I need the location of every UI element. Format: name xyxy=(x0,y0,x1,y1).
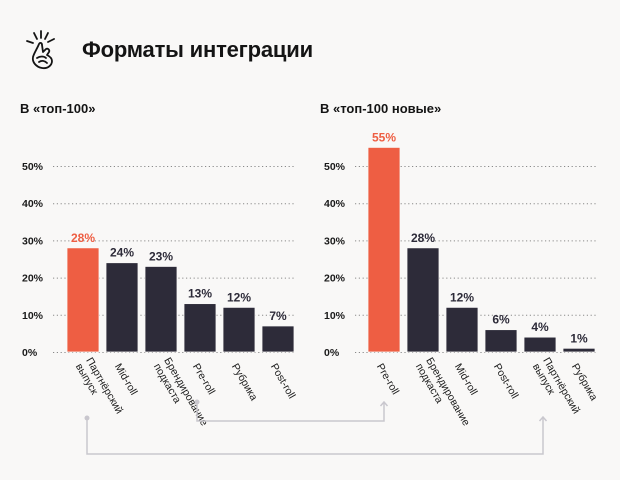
category-label: Рубрика xyxy=(229,362,260,403)
category-label: Pre-roll xyxy=(190,362,217,397)
connector-arrow-icon xyxy=(379,400,389,407)
category-label: Post-roll xyxy=(491,362,521,401)
y-axis-ticks: 0% 10% 20% 30% 40% 50% xyxy=(22,161,44,359)
category-label: Mid-roll xyxy=(452,362,480,398)
y-tick-label: 40% xyxy=(22,198,44,210)
bar xyxy=(523,336,557,353)
data-label: 7% xyxy=(269,309,287,323)
category-label-line: Pre-roll xyxy=(374,362,401,397)
category-label-line: Pre-roll xyxy=(190,362,217,397)
bar xyxy=(367,146,401,353)
bar xyxy=(484,329,518,353)
snapping-fingers-icon xyxy=(26,30,55,70)
value-labels: 28% 24% 23% 13% 12% 7% xyxy=(71,231,287,323)
data-label: 1% xyxy=(570,331,588,345)
bar xyxy=(222,306,256,353)
y-tick-label: 20% xyxy=(22,273,44,285)
category-label: Post-roll xyxy=(268,362,298,401)
category-label-line: Mid-roll xyxy=(452,362,480,398)
data-label: 28% xyxy=(71,231,95,245)
y-tick-label: 30% xyxy=(324,235,346,247)
y-tick-label: 40% xyxy=(324,198,346,210)
bar xyxy=(406,247,440,353)
connector-arrow-icon xyxy=(538,415,548,422)
y-tick-label: 50% xyxy=(22,161,44,173)
bar xyxy=(144,266,178,353)
connectors xyxy=(84,399,548,455)
data-label: 13% xyxy=(188,287,212,301)
y-tick-label: 10% xyxy=(324,310,346,322)
data-label: 23% xyxy=(149,249,173,263)
category-label-line: Post-roll xyxy=(268,362,298,401)
category-label-line: Mid-roll xyxy=(112,362,140,398)
y-tick-label: 50% xyxy=(324,161,346,173)
data-label: 12% xyxy=(227,290,251,304)
data-label: 28% xyxy=(411,231,435,245)
y-axis-ticks: 0% 10% 20% 30% 40% 50% xyxy=(324,161,346,359)
category-label: Pre-roll xyxy=(374,362,401,397)
data-label: 24% xyxy=(110,246,134,260)
bar xyxy=(183,303,217,353)
bar xyxy=(562,347,596,353)
y-tick-label: 0% xyxy=(22,347,38,359)
bar xyxy=(261,325,295,353)
bar xyxy=(66,247,100,353)
header: Форматы интеграции xyxy=(0,0,620,90)
bar xyxy=(445,306,479,353)
y-tick-label: 10% xyxy=(22,310,44,322)
chart-top-100-new: В «топ-100 новые» 0% 10% 20% 30% 40% 50% 55% 2… xyxy=(320,101,600,429)
data-label: 12% xyxy=(450,290,474,304)
category-label: Mid-roll xyxy=(112,362,140,398)
category-label-line: Рубрика xyxy=(229,362,260,403)
category-label-line: Post-roll xyxy=(491,362,521,401)
data-label: 55% xyxy=(372,130,396,144)
y-tick-label: 20% xyxy=(324,273,346,285)
page-title: Форматы интеграции xyxy=(82,37,313,62)
connector-line xyxy=(86,417,544,455)
connector-line xyxy=(196,402,385,422)
chart-title: В «топ-100 новые» xyxy=(320,101,441,116)
bars xyxy=(66,247,295,353)
y-tick-label: 30% xyxy=(22,235,44,247)
y-tick-label: 0% xyxy=(324,347,340,359)
bar xyxy=(105,262,139,353)
chart-title: В «топ-100» xyxy=(20,101,95,116)
data-label: 6% xyxy=(492,313,510,327)
bars xyxy=(367,146,596,353)
data-label: 4% xyxy=(531,320,549,334)
chart-top-100: В «топ-100» 0% 10% 20% 30% 40% 50% 28% 24% 23% 1… xyxy=(20,101,298,429)
value-labels: 55% 28% 12% 6% 4% 1% xyxy=(372,130,588,345)
